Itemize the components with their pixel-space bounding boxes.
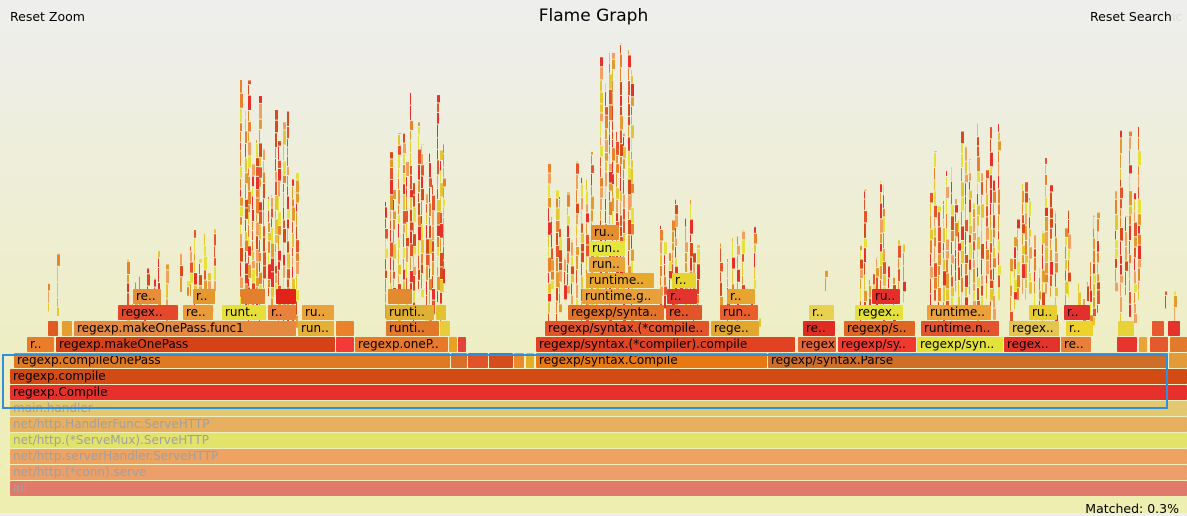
frame[interactable]: runti.. bbox=[386, 321, 439, 336]
frame[interactable]: r.. bbox=[27, 337, 54, 352]
frame[interactable]: net/http.(*conn).serve bbox=[10, 465, 1187, 480]
frame[interactable]: r.. bbox=[672, 273, 696, 288]
frame[interactable]: regex.. bbox=[118, 305, 178, 320]
frame[interactable] bbox=[449, 337, 457, 352]
frame[interactable] bbox=[1152, 321, 1164, 336]
frame[interactable]: runtime.. bbox=[586, 273, 654, 288]
frame[interactable]: regexp.compileOnePass bbox=[14, 353, 450, 368]
frame[interactable]: net/http.serverHandler.ServeHTTP bbox=[10, 449, 1187, 464]
frame[interactable]: main.handler bbox=[10, 401, 1187, 416]
frame[interactable]: ru.. bbox=[872, 289, 900, 304]
frame[interactable]: regexp.. bbox=[798, 337, 836, 352]
frame[interactable]: regexp/syntax.(*compiler).compile bbox=[536, 337, 795, 352]
frame[interactable] bbox=[336, 337, 354, 352]
frame[interactable]: r.. bbox=[268, 305, 296, 320]
frame[interactable]: ru.. bbox=[591, 225, 619, 240]
frame[interactable] bbox=[1168, 321, 1180, 336]
frame[interactable] bbox=[1170, 337, 1187, 352]
frame[interactable] bbox=[1117, 337, 1137, 352]
frame[interactable]: net/http.(*ServeMux).ServeHTTP bbox=[10, 433, 1187, 448]
frame[interactable]: r.. bbox=[667, 289, 697, 304]
frame[interactable]: regexp/syntax.(*compile.. bbox=[545, 321, 709, 336]
frame[interactable]: runti.. bbox=[386, 305, 434, 320]
frame[interactable] bbox=[489, 353, 513, 368]
frame[interactable]: all bbox=[10, 481, 1187, 496]
frame[interactable]: rege.. bbox=[711, 321, 759, 336]
frame[interactable] bbox=[276, 289, 296, 304]
frame[interactable]: regexp.compile bbox=[10, 369, 1187, 384]
frame[interactable] bbox=[336, 321, 354, 336]
frame[interactable]: regexp.makeOnePass.func1 bbox=[74, 321, 296, 336]
frame[interactable]: re.. bbox=[183, 305, 213, 320]
matched-status: Matched: 0.3% bbox=[1085, 501, 1179, 516]
frame[interactable]: runtime.g.. bbox=[582, 289, 662, 304]
frame[interactable] bbox=[1118, 321, 1134, 336]
frame[interactable]: runt.. bbox=[222, 305, 266, 320]
frame[interactable]: regexp/s.. bbox=[844, 321, 915, 336]
frame[interactable]: r.. bbox=[809, 305, 834, 320]
frame[interactable]: re.. bbox=[803, 321, 835, 336]
frame[interactable] bbox=[388, 289, 412, 304]
frame[interactable] bbox=[440, 321, 450, 336]
frame[interactable]: re.. bbox=[666, 305, 702, 320]
frame[interactable]: run.. bbox=[720, 305, 758, 320]
frame[interactable] bbox=[458, 337, 466, 352]
frame[interactable]: regexp/syn.. bbox=[917, 337, 1003, 352]
frame[interactable]: ru.. bbox=[302, 305, 334, 320]
frame[interactable]: r.. bbox=[193, 289, 215, 304]
frame[interactable]: regexp/synta.. bbox=[568, 305, 664, 320]
frame[interactable]: regexp.makeOnePass bbox=[56, 337, 335, 352]
frame[interactable] bbox=[468, 353, 488, 368]
frame[interactable]: r.. bbox=[727, 289, 755, 304]
frame[interactable] bbox=[48, 321, 58, 336]
frame[interactable]: regexp/sy.. bbox=[838, 337, 916, 352]
frame[interactable]: run.. bbox=[298, 321, 334, 336]
frame[interactable]: r.. bbox=[1064, 305, 1090, 320]
frame[interactable]: regexp/syntax.Parse bbox=[768, 353, 1168, 368]
frame[interactable]: ru.. bbox=[1029, 305, 1057, 320]
frame[interactable]: regexp.Compile bbox=[10, 385, 1187, 400]
frame[interactable] bbox=[436, 305, 446, 320]
frame[interactable]: run.. bbox=[589, 257, 625, 272]
frame[interactable]: regex.. bbox=[1004, 337, 1060, 352]
frame[interactable] bbox=[526, 353, 534, 368]
frame[interactable]: run.. bbox=[589, 241, 625, 256]
frame[interactable]: net/http.HandlerFunc.ServeHTTP bbox=[10, 417, 1187, 432]
frame[interactable] bbox=[451, 353, 467, 368]
frame[interactable]: regexp.oneP.. bbox=[355, 337, 448, 352]
frame[interactable]: runtime.n.. bbox=[921, 321, 999, 336]
frame[interactable]: runtime.. bbox=[927, 305, 991, 320]
frame[interactable] bbox=[1139, 337, 1147, 352]
frame[interactable] bbox=[62, 321, 72, 336]
frame[interactable]: regex.. bbox=[855, 305, 903, 320]
frame[interactable] bbox=[1150, 337, 1168, 352]
frame[interactable] bbox=[241, 289, 265, 304]
frame[interactable]: re.. bbox=[133, 289, 161, 304]
frame[interactable]: re.. bbox=[1061, 337, 1091, 352]
frame[interactable]: regexp/syntax.Compile bbox=[536, 353, 767, 368]
frame[interactable] bbox=[1169, 353, 1187, 368]
frame[interactable]: r.. bbox=[1066, 321, 1093, 336]
frame[interactable]: regex.. bbox=[1009, 321, 1059, 336]
frame[interactable] bbox=[514, 353, 524, 368]
